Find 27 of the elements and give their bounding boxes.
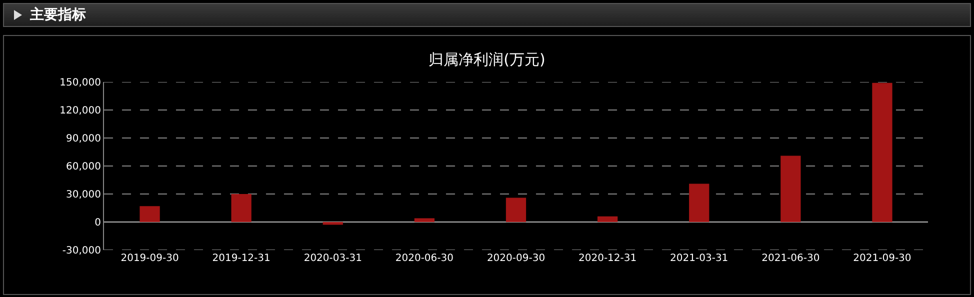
x-tick-label: 2020-03-31 xyxy=(304,253,362,264)
bar xyxy=(322,222,343,225)
y-tick-label: -30,000 xyxy=(62,246,101,256)
y-tick-label: 0 xyxy=(94,218,101,228)
x-tick-label: 2020-12-31 xyxy=(578,253,637,264)
chart-title: 归属净利润(万元) xyxy=(428,50,546,69)
bar xyxy=(231,194,252,222)
bar xyxy=(872,82,892,222)
x-tick-label: 2019-12-31 xyxy=(212,253,270,264)
x-tick-label: 2021-03-31 xyxy=(670,253,728,264)
x-tick-label: 2021-06-30 xyxy=(762,253,820,264)
y-tick-label: 90,000 xyxy=(66,134,101,144)
bar xyxy=(597,216,618,222)
x-tick-label: 2020-09-30 xyxy=(486,253,546,264)
y-tick-label: 60,000 xyxy=(66,162,101,172)
y-tick-label: 120,000 xyxy=(60,106,101,116)
x-tick-label: 2021-09-30 xyxy=(853,253,912,264)
x-tick-label: 2020-06-30 xyxy=(395,253,454,264)
y-tick-label: 30,000 xyxy=(66,190,101,200)
bar xyxy=(689,184,710,222)
bar xyxy=(780,156,801,222)
bar xyxy=(140,206,160,222)
y-tick-label: 150,000 xyxy=(60,78,101,88)
chart-subtitle: 主要指标 xyxy=(30,6,86,25)
bar xyxy=(414,218,435,222)
x-tick-label: 2019-09-30 xyxy=(120,253,179,264)
bar xyxy=(506,198,526,222)
